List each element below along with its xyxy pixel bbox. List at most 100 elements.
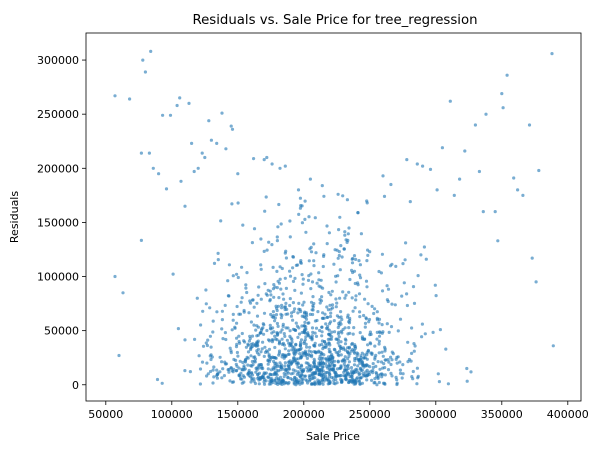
scatter-point	[435, 188, 439, 192]
scatter-point	[321, 311, 325, 315]
scatter-point	[279, 330, 283, 334]
scatter-point	[278, 166, 282, 170]
scatter-point	[259, 363, 263, 367]
scatter-point	[358, 382, 362, 386]
scatter-point	[235, 321, 239, 325]
scatter-point	[317, 349, 321, 353]
scatter-point	[264, 371, 268, 375]
scatter-point	[301, 282, 305, 286]
scatter-point	[389, 182, 393, 187]
scatter-point	[364, 316, 368, 320]
scatter-point	[390, 374, 394, 378]
scatter-point	[235, 304, 239, 309]
scatter-point	[377, 351, 381, 355]
scatter-point	[307, 334, 311, 338]
scatter-point	[321, 361, 326, 365]
scatter-point	[235, 342, 239, 346]
scatter-point	[209, 138, 213, 142]
scatter-point	[386, 287, 391, 291]
scatter-point	[255, 314, 260, 318]
scatter-point	[255, 301, 259, 305]
scatter-point	[221, 367, 225, 371]
scatter-point	[334, 337, 338, 341]
scatter-point	[334, 375, 338, 379]
x-tick-label: 250000	[349, 408, 391, 421]
scatter-point	[249, 347, 253, 352]
scatter-point	[500, 92, 504, 96]
scatter-point	[245, 290, 249, 295]
scatter-point	[268, 289, 272, 293]
scatter-point	[534, 280, 538, 284]
scatter-point	[246, 372, 250, 376]
scatter-point	[283, 361, 287, 365]
scatter-point	[262, 323, 266, 327]
scatter-point	[283, 164, 287, 168]
scatter-point	[463, 149, 467, 153]
scatter-point	[343, 230, 347, 234]
scatter-point	[339, 373, 343, 378]
scatter-point	[291, 368, 295, 372]
scatter-point	[151, 166, 155, 170]
scatter-point	[317, 372, 321, 376]
scatter-point	[224, 337, 228, 342]
scatter-point	[347, 320, 351, 324]
scatter-point	[309, 300, 314, 304]
scatter-point	[269, 373, 273, 377]
scatter-point	[250, 364, 254, 368]
scatter-point	[229, 349, 233, 353]
scatter-point	[259, 328, 264, 332]
scatter-point	[306, 331, 310, 335]
scatter-point	[197, 354, 201, 358]
scatter-point	[473, 123, 477, 127]
scatter-point	[296, 263, 300, 267]
scatter-point	[381, 330, 385, 334]
scatter-point	[377, 342, 381, 346]
scatter-point	[353, 378, 357, 382]
scatter-point	[323, 312, 327, 316]
scatter-point	[298, 344, 302, 348]
scatter-point	[360, 351, 364, 355]
scatter-point	[248, 299, 252, 303]
scatter-point	[259, 297, 263, 301]
scatter-point	[322, 194, 326, 198]
scatter-point	[236, 172, 240, 176]
scatter-point	[240, 381, 244, 385]
scatter-point	[284, 372, 288, 377]
scatter-point	[419, 253, 423, 257]
scatter-point	[317, 284, 321, 288]
x-axis-label: Sale Price	[306, 430, 360, 443]
scatter-point	[382, 194, 387, 198]
scatter-point	[251, 342, 255, 346]
scatter-point	[351, 256, 355, 261]
scatter-point	[412, 342, 416, 346]
scatter-point	[339, 310, 343, 314]
scatter-point	[347, 226, 351, 230]
scatter-point	[421, 164, 425, 168]
scatter-point	[297, 326, 301, 330]
scatter-point	[321, 264, 325, 269]
scatter-point	[256, 372, 260, 376]
scatter-point	[389, 355, 393, 359]
scatter-point	[308, 345, 312, 349]
y-tick-label: 50000	[44, 325, 79, 338]
scatter-point	[321, 347, 325, 351]
scatter-point	[348, 277, 352, 282]
scatter-point	[263, 209, 267, 213]
scatter-point	[411, 369, 415, 374]
scatter-point	[314, 326, 319, 330]
scatter-point	[291, 301, 295, 305]
scatter-point	[164, 187, 169, 191]
scatter-point	[222, 374, 226, 378]
scatter-point	[269, 293, 273, 297]
scatter-point	[390, 358, 394, 362]
scatter-point	[206, 338, 210, 342]
scatter-point	[378, 367, 382, 371]
scatter-point	[256, 341, 260, 345]
scatter-point	[436, 372, 440, 376]
scatter-point	[268, 379, 272, 383]
scatter-point	[190, 141, 194, 145]
scatter-point	[318, 328, 322, 333]
scatter-point	[270, 355, 275, 359]
scatter-point	[268, 298, 272, 302]
scatter-point	[346, 372, 350, 376]
